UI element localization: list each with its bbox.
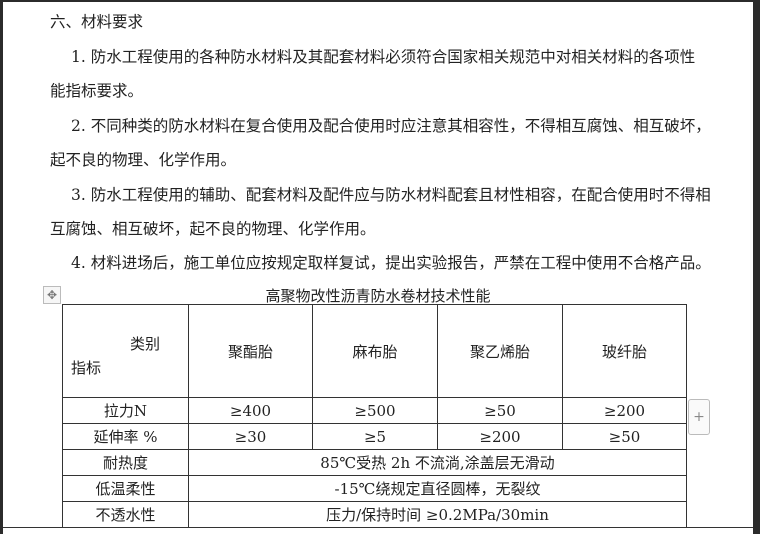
- column-header: 麻布胎: [312, 304, 438, 398]
- column-header: 玻纤胎: [562, 304, 687, 398]
- paragraph-3-line-2: 互腐蚀、相互破坏，起不良的物理、化学作用。: [50, 220, 376, 238]
- table-row: 低温柔性 -15℃绕规定直径圆棒，无裂纹: [62, 475, 687, 502]
- table-cell: ≥200: [437, 423, 563, 450]
- paragraph-1-line-1: 1. 防水工程使用的各种防水材料及其配套材料必须符合国家相关规范中对相关材料的各…: [71, 48, 696, 66]
- column-header: 聚乙烯胎: [437, 304, 563, 398]
- merged-cell: -15℃绕规定直径圆棒，无裂纹: [188, 475, 687, 502]
- table-cell: ≥200: [562, 397, 687, 424]
- table-cell: ≥500: [312, 397, 438, 424]
- column-header: 聚酯胎: [188, 304, 313, 398]
- table-caption: 高聚物改性沥青防水卷材技术性能: [265, 287, 491, 305]
- table-cell: ≥400: [188, 397, 313, 424]
- corner-top-label: 类别: [129, 335, 160, 353]
- merged-cell: 85℃受热 2h 不流淌,涂盖层无滑动: [188, 449, 687, 476]
- section-title: 六、材料要求: [50, 13, 144, 31]
- paragraph-3-line-1: 3. 防水工程使用的辅助、配套材料及配件应与防水材料配套且材性相容，在配合使用时…: [71, 186, 711, 204]
- document-page: 六、材料要求 1. 防水工程使用的各种防水材料及其配套材料必须符合国家相关规范中…: [3, 2, 753, 534]
- row-label: 延伸率 %: [62, 423, 189, 450]
- row-label: 低温柔性: [62, 475, 189, 502]
- plus-icon[interactable]: +: [688, 399, 710, 435]
- paragraph-2-line-2: 起不良的物理、化学作用。: [50, 151, 237, 169]
- paragraph-1-line-2: 能指标要求。: [50, 82, 144, 100]
- table-row: 不透水性 压力/保持时间 ≥0.2MPa/30min: [62, 501, 687, 528]
- page-bottom-edge: [3, 527, 753, 534]
- corner-cell: 类别 指标: [62, 304, 189, 398]
- table-cell: ≥50: [437, 397, 563, 424]
- row-label: 拉力N: [62, 397, 189, 424]
- row-label: 耐热度: [62, 449, 189, 476]
- paragraph-2-line-1: 2. 不同种类的防水材料在复合使用及配合使用时应注意其相容性，不得相互腐蚀、相互…: [71, 117, 711, 135]
- merged-cell: 压力/保持时间 ≥0.2MPa/30min: [188, 501, 687, 528]
- table-row: 耐热度 85℃受热 2h 不流淌,涂盖层无滑动: [62, 449, 687, 476]
- table-row: 延伸率 % ≥30 ≥5 ≥200 ≥50: [62, 423, 687, 450]
- table-row: 拉力N ≥400 ≥500 ≥50 ≥200: [62, 397, 687, 424]
- corner-bottom-label: 指标: [71, 359, 102, 377]
- table-cell: ≥50: [562, 423, 687, 450]
- paragraph-4-line-1: 4. 材料进场后，施工单位应按规定取样复试，提出实验报告，严禁在工程中使用不合格…: [71, 254, 711, 272]
- table-cell: ≥5: [312, 423, 438, 450]
- table-cell: ≥30: [188, 423, 313, 450]
- table-header-row: 类别 指标 聚酯胎 麻布胎 聚乙烯胎 玻纤胎: [62, 304, 687, 398]
- row-label: 不透水性: [62, 501, 189, 528]
- spec-table: 类别 指标 聚酯胎 麻布胎 聚乙烯胎 玻纤胎 拉力N ≥400 ≥500 ≥50…: [62, 304, 687, 528]
- move-handle-icon[interactable]: ✥: [43, 286, 61, 304]
